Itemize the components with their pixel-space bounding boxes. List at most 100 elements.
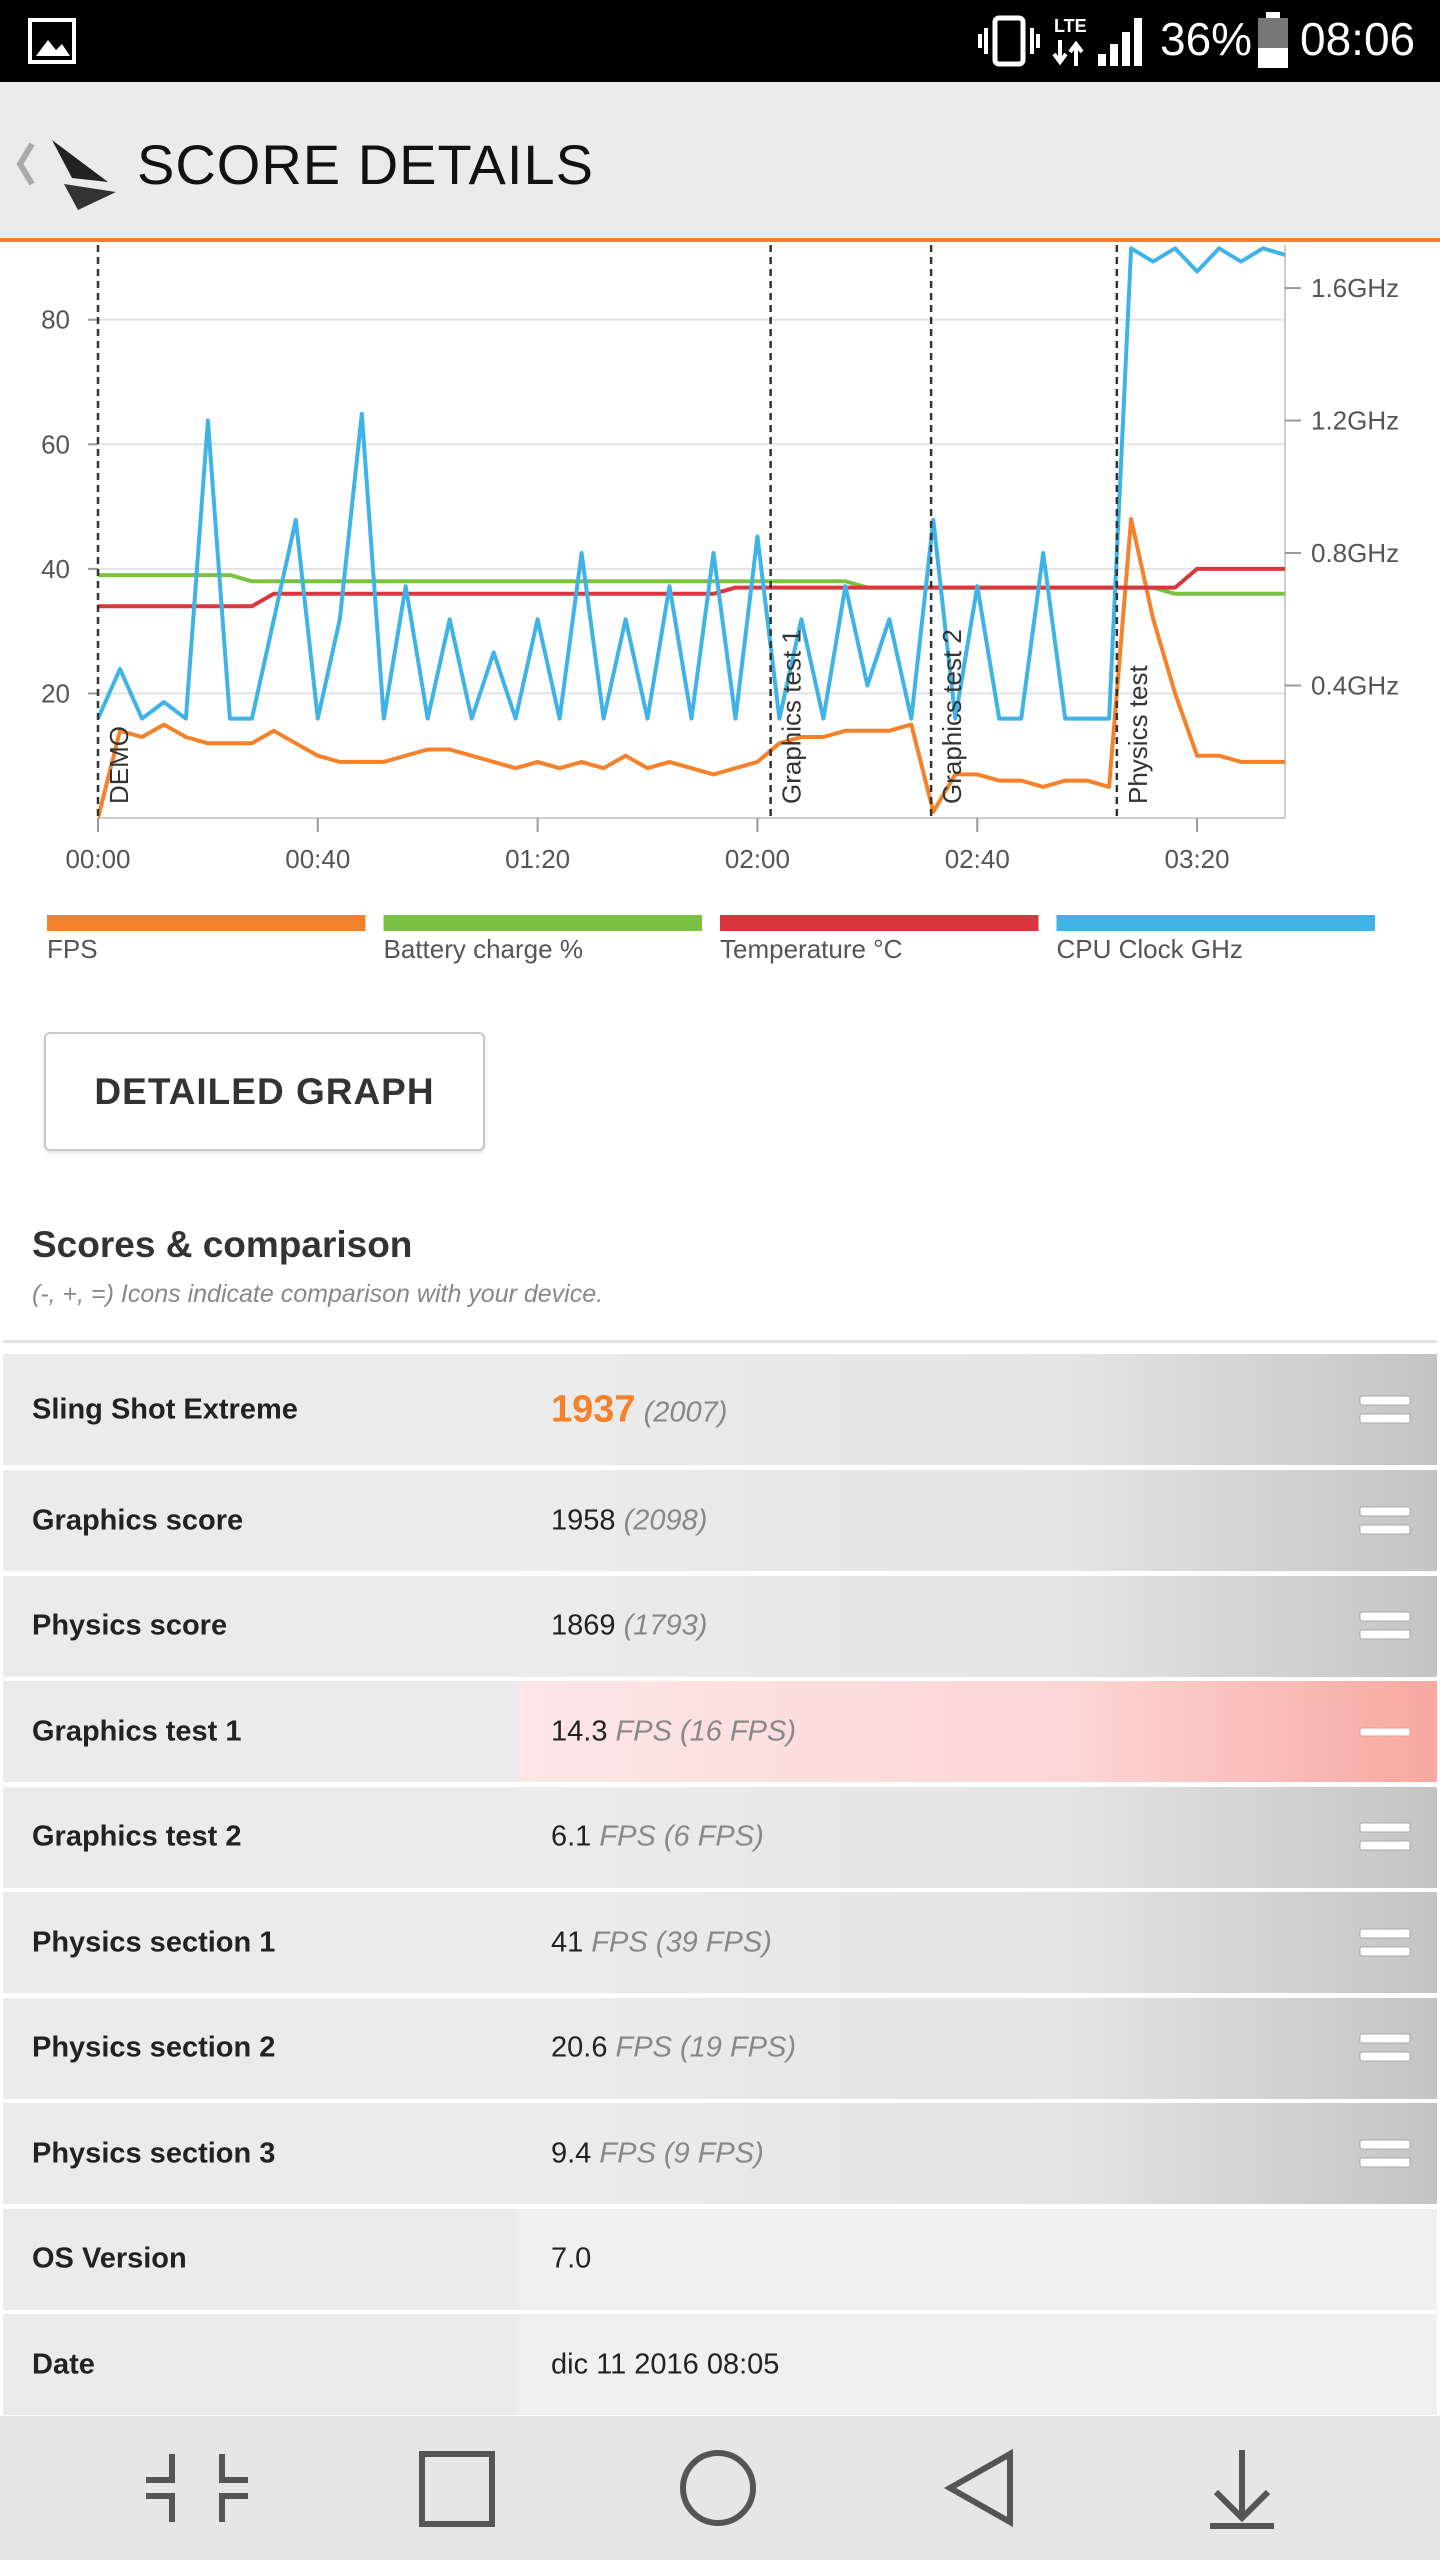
- row-value-text: 20.6 FPS (19 FPS): [551, 2032, 796, 2065]
- row-value-cell: 1958 (2098): [519, 1470, 1437, 1571]
- row-unit: FPS: [591, 1926, 648, 1958]
- y-tick-label: 60: [41, 429, 70, 459]
- row-value-text: 41 FPS (39 FPS): [551, 1926, 772, 1959]
- section-title: Scores & comparison: [32, 1224, 413, 1265]
- detailed-graph-button[interactable]: DETAILED GRAPH: [44, 1032, 485, 1151]
- divider: [3, 1340, 1437, 1343]
- y-tick-label: 80: [41, 305, 70, 335]
- section-label: Physics test: [1123, 665, 1153, 804]
- score-row: Graphics test 2 6.1 FPS (6 FPS): [3, 1786, 1437, 1888]
- gallery-icon: [28, 18, 76, 64]
- notification-pull-icon[interactable]: [1210, 2450, 1274, 2529]
- row-value-cell: 7.0: [519, 2208, 1437, 2310]
- row-label-cell: Graphics test 2: [3, 1786, 519, 1888]
- section-label: DEMO: [104, 726, 134, 804]
- score-row: Physics score 1869 (1793): [3, 1575, 1437, 1677]
- equal-icon: [1359, 2139, 1411, 2167]
- equal-icon: [1359, 2033, 1411, 2062]
- legend-swatch: [47, 915, 366, 931]
- row-label: Physics score: [32, 1609, 228, 1642]
- navigation-bar: [0, 2416, 1440, 2560]
- score-row: Graphics test 1 14.3 FPS (16 FPS): [3, 1681, 1437, 1782]
- row-value: 7.0: [551, 2242, 592, 2275]
- x-tick-label: 03:20: [1165, 844, 1230, 874]
- row-label-cell: Graphics test 1: [3, 1681, 519, 1782]
- row-comparison: (9 FPS): [663, 2137, 764, 2169]
- section-label: Graphics test 2: [937, 629, 967, 804]
- row-label-cell: Physics section 2: [3, 1997, 519, 2099]
- row-value: 1869: [551, 1609, 616, 1642]
- row-label-cell: Sling Shot Extreme: [3, 1354, 519, 1465]
- home-icon[interactable]: [680, 2450, 756, 2526]
- row-label: Physics section 1: [32, 1926, 276, 1958]
- recents-icon[interactable]: [419, 2451, 495, 2527]
- score-row: Graphics score 1958 (2098): [3, 1470, 1437, 1571]
- equal-icon: [1359, 1506, 1411, 1534]
- fullscreen-exit-icon[interactable]: [146, 2454, 248, 2522]
- score-row: Physics section 1 41 FPS (39 FPS): [3, 1892, 1437, 1993]
- y2-tick-label: 1.2GHz: [1311, 406, 1399, 436]
- legend-label: FPS: [47, 934, 98, 964]
- legend-label: Battery charge %: [384, 934, 583, 964]
- score-row: OS Version 7.0: [3, 2208, 1437, 2310]
- row-label-cell: Date: [3, 2314, 519, 2415]
- y2-tick-label: 0.4GHz: [1311, 671, 1399, 701]
- row-comparison: (16 FPS): [679, 1715, 797, 1747]
- row-label-cell: Graphics score: [3, 1470, 519, 1571]
- score-row: Sling Shot Extreme 1937 (2007): [3, 1354, 1437, 1465]
- row-value: 14.3: [551, 1715, 608, 1747]
- back-logo[interactable]: [12, 134, 128, 214]
- row-value: 41: [551, 1926, 584, 1958]
- row-value-text: 1958 (2098): [551, 1504, 707, 1537]
- y2-tick-label: 1.6GHz: [1311, 273, 1399, 303]
- clock: 08:06: [1300, 13, 1416, 65]
- section-label: Graphics test 1: [777, 629, 807, 804]
- equal-icon: [1359, 1611, 1411, 1640]
- back-icon[interactable]: [943, 2448, 1013, 2528]
- app-bar: SCORE DETAILS: [0, 82, 1440, 242]
- series-line: [98, 573, 1285, 596]
- series-line: [98, 246, 1285, 721]
- row-comparison: (19 FPS): [679, 2031, 797, 2064]
- row-value-text: 6.1 FPS (6 FPS): [551, 1821, 764, 1854]
- row-value: 1937: [551, 1388, 636, 1430]
- row-label: OS Version: [32, 2242, 187, 2275]
- row-value-cell: 9.4 FPS (9 FPS): [519, 2103, 1437, 2204]
- row-value-text: 1937 (2007): [551, 1388, 727, 1431]
- row-value: dic 11 2016 08:05: [551, 2348, 780, 2380]
- performance-chart: 20 40 60 80 0.4GHz 0.8GHz 1.2GHz 1.6GHz 00:00 00:…: [41, 245, 1399, 964]
- row-comparison: (39 FPS): [655, 1926, 772, 1958]
- row-label: Sling Shot Extreme: [32, 1393, 298, 1425]
- x-tick-label: 00:00: [65, 844, 130, 874]
- row-comparison: (2098): [623, 1504, 708, 1536]
- legend-swatch: [720, 915, 1039, 931]
- row-value-cell: 41 FPS (39 FPS): [519, 1892, 1437, 1993]
- row-value-cell: 6.1 FPS (6 FPS): [519, 1786, 1437, 1888]
- row-value-text: 7.0: [551, 2243, 591, 2276]
- status-bar: LTE 36% 08:06: [0, 0, 1440, 82]
- score-row: Physics section 3 9.4 FPS (9 FPS): [3, 2103, 1437, 2204]
- equal-icon: [1359, 1822, 1411, 1851]
- row-value: 20.6: [551, 2031, 608, 2064]
- section-subtitle: (-, +, =) Icons indicate comparison with…: [32, 1280, 604, 1308]
- battery-percent: 36%: [1160, 13, 1253, 65]
- row-unit: FPS: [599, 2137, 656, 2169]
- row-value: 9.4: [551, 2137, 592, 2169]
- data-arrows-icon: [1052, 40, 1084, 66]
- legend-label: CPU Clock GHz: [1057, 934, 1243, 964]
- row-value: 1958: [551, 1504, 616, 1536]
- row-value-text: 9.4 FPS (9 FPS): [551, 2137, 764, 2170]
- row-label: Date: [32, 2348, 95, 2380]
- row-value-text: dic 11 2016 08:05: [551, 2348, 779, 2381]
- series-line: [98, 566, 1285, 609]
- y-tick-label: 40: [41, 554, 70, 584]
- row-unit: FPS: [599, 1820, 656, 1853]
- x-tick-label: 01:20: [505, 844, 570, 874]
- row-label: Graphics test 2: [32, 1820, 242, 1853]
- row-value-cell: 1937 (2007): [519, 1354, 1437, 1465]
- x-tick-label: 02:40: [945, 844, 1010, 874]
- score-row: Date dic 11 2016 08:05: [3, 2314, 1437, 2415]
- legend-swatch: [1056, 915, 1375, 931]
- row-value: 6.1: [551, 1820, 592, 1853]
